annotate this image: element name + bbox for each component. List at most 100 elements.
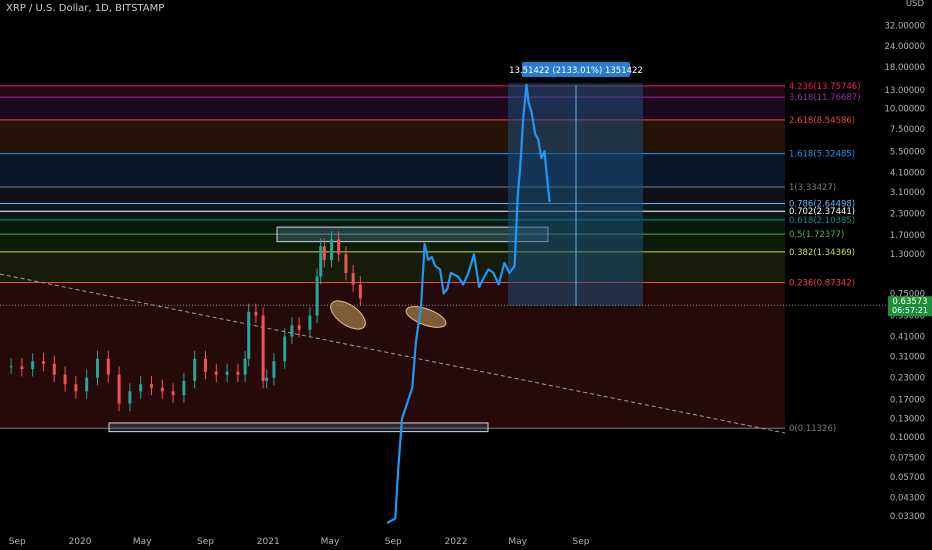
fib-level-label: 0.236(0.87342) (789, 279, 855, 289)
y-tick-label: 0.41000 (890, 332, 925, 342)
candle (139, 384, 143, 392)
y-tick-label: 0.03300 (890, 512, 925, 522)
candle (182, 380, 186, 396)
fib-level-label: 0.786(2.64498) (789, 200, 855, 210)
candle (149, 384, 153, 388)
x-tick-label: 2022 (445, 537, 468, 547)
x-tick-label: 2021 (257, 537, 280, 547)
fib-level-label: 1.618(5.32485) (789, 150, 855, 160)
fib-band (0, 119, 785, 154)
candle (247, 311, 251, 359)
fib-level-label: 0.5(1.72377) (789, 230, 844, 240)
countdown-label: 06:57:21 (892, 306, 928, 315)
support-zone (108, 422, 489, 433)
last-price-label: 0.63573 (892, 297, 927, 307)
y-tick-label: 3.10000 (890, 188, 925, 198)
highlight-ellipse (330, 300, 366, 330)
candle (261, 315, 265, 381)
y-tick-label: 0.23000 (890, 374, 925, 384)
y-tick-label: 24.00000 (884, 42, 925, 52)
candle (308, 315, 312, 330)
fib-level-label: 2.618(8.54586) (789, 116, 855, 126)
candle (236, 371, 240, 375)
candle (95, 358, 99, 378)
candle (171, 391, 175, 396)
fib-band (0, 211, 785, 220)
candle (128, 391, 132, 404)
y-tick-label: 13.00000 (884, 86, 925, 96)
candle (41, 361, 45, 364)
x-tick-label: May (321, 537, 340, 547)
highlight-ellipse (405, 306, 447, 328)
y-axis-unit-label: USD (905, 0, 924, 9)
trend-line (0, 273, 786, 434)
x-tick-label: Sep (573, 537, 590, 547)
candle (204, 358, 208, 372)
drawings-layer: 13.51422 (2133.01%) 1351422 (0, 62, 786, 434)
candle (63, 374, 67, 385)
candle (272, 361, 276, 378)
candle (20, 366, 24, 369)
x-tick-label: May (508, 537, 527, 547)
candle (265, 377, 269, 381)
candle (344, 254, 348, 273)
candle (283, 336, 287, 362)
y-tick-label: 1.30000 (890, 250, 925, 260)
fib-band (0, 97, 785, 120)
candle (297, 325, 301, 330)
candle (9, 366, 13, 368)
y-tick-label: 0.75000 (890, 289, 925, 299)
y-tick-label: 1.70000 (890, 231, 925, 241)
candle (85, 377, 89, 392)
candle (214, 371, 218, 375)
candle (193, 358, 197, 381)
y-tick-label: 32.00000 (884, 22, 925, 32)
y-tick-label: 2.30000 (890, 209, 925, 219)
fib-level-label: 0(0.11326) (789, 424, 836, 434)
candle (358, 284, 362, 299)
x-tick-label: Sep (197, 537, 214, 547)
y-tick-label: 5.50000 (890, 147, 925, 157)
fib-band (0, 203, 785, 212)
chart-title: XRP / U.S. Dollar, 1D, BITSTAMP (6, 3, 165, 14)
candle (106, 358, 110, 375)
candle (351, 272, 355, 285)
fib-level-label: 0.702(2.37441) (789, 207, 855, 217)
x-tick-label: 2020 (69, 537, 92, 547)
candle (290, 325, 294, 337)
candle (243, 358, 247, 375)
fib-level-label: 3.618(11.76687) (789, 93, 861, 103)
y-tick-label: 10.00000 (884, 105, 925, 115)
x-tick-label: Sep (385, 537, 402, 547)
candle (31, 361, 35, 369)
measure-label-bg (522, 62, 630, 77)
y-tick-label: 0.07500 (890, 454, 925, 464)
candle (225, 371, 229, 375)
measure-label: 13.51422 (2133.01%) 1351422 (509, 66, 643, 76)
y-tick-label: 0.13000 (890, 414, 925, 424)
x-tick-label: Sep (9, 537, 26, 547)
fib-band (0, 282, 785, 429)
candle (337, 239, 341, 255)
candle (322, 246, 326, 260)
fib-level-label: 1(3.33427) (789, 183, 836, 193)
fib-band (0, 251, 785, 283)
candle (319, 246, 323, 277)
candle (160, 387, 164, 392)
y-tick-label: 18.00000 (884, 63, 925, 73)
candle (52, 363, 56, 375)
candle (254, 311, 258, 316)
fib-level-label: 4.236(13.75746) (789, 82, 861, 92)
y-tick-label: 0.55000 (890, 312, 925, 322)
series-layer (9, 83, 551, 524)
fib-level-label: 0.618(2.10385) (789, 216, 855, 226)
x-tick-label: May (133, 537, 152, 547)
fib-band (0, 187, 785, 204)
fibonacci-retracement: 4.236(13.75746)3.618(11.76687) 2.618(8.54… (0, 82, 861, 434)
price-line (386, 83, 551, 524)
candle (315, 276, 319, 316)
y-tick-label: 0.04300 (890, 493, 925, 503)
fib-band (0, 153, 785, 188)
y-tick-label: 7.50000 (890, 125, 925, 135)
